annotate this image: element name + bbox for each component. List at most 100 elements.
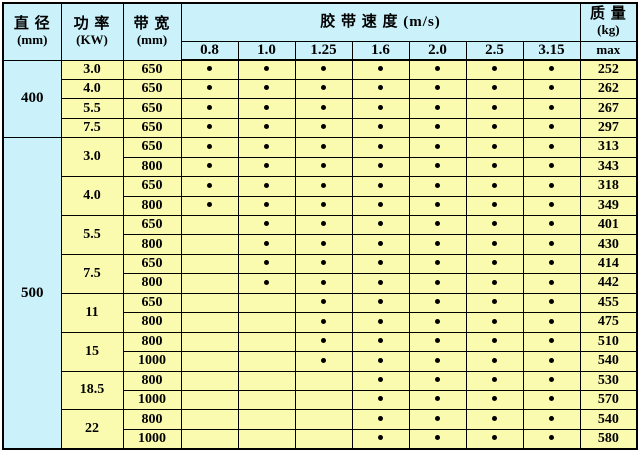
dot-marker bbox=[435, 104, 440, 110]
dot-marker bbox=[378, 357, 383, 363]
dot-marker bbox=[435, 240, 440, 246]
dot-marker bbox=[378, 396, 383, 402]
belt-width-cell: 650 bbox=[122, 253, 182, 275]
speed-dot-cell bbox=[408, 370, 467, 391]
dot-marker bbox=[321, 182, 326, 188]
dot-marker bbox=[321, 240, 326, 246]
header-belt-width: 带 宽 (mm) bbox=[122, 2, 182, 61]
belt-width-cell: 800 bbox=[122, 331, 182, 353]
table-row: 800 442 bbox=[3, 273, 638, 294]
speed-dot-cell bbox=[237, 156, 296, 178]
dot-marker bbox=[321, 104, 326, 110]
mass-cell: 442 bbox=[579, 273, 638, 294]
dot-marker bbox=[549, 221, 555, 227]
speed-dot-cell bbox=[180, 351, 239, 372]
speed-dot-cell bbox=[465, 156, 524, 178]
belt-width-cell: 650 bbox=[122, 59, 182, 80]
mass-cell: 267 bbox=[579, 98, 638, 119]
mass-cell: 475 bbox=[579, 312, 638, 333]
speed-dot-cell bbox=[465, 176, 524, 197]
mass-cell: 540 bbox=[579, 351, 638, 372]
speed-dot-cell bbox=[522, 331, 581, 353]
speed-dot-cell bbox=[294, 273, 353, 294]
belt-width-cell: 650 bbox=[122, 176, 182, 197]
dot-marker bbox=[435, 415, 440, 421]
speed-dot-cell bbox=[294, 137, 353, 158]
dot-marker bbox=[549, 163, 555, 169]
speed-dot-cell bbox=[180, 428, 239, 450]
mass-cell: 252 bbox=[579, 59, 638, 80]
speed-dot-cell bbox=[294, 331, 353, 353]
header-diameter-label: 直 径 bbox=[13, 15, 51, 32]
power-cell: 7.5 bbox=[60, 253, 124, 294]
speed-dot-cell bbox=[408, 389, 467, 411]
dot-marker bbox=[492, 104, 497, 110]
diameter-cell: 500 bbox=[2, 137, 62, 450]
dot-marker bbox=[264, 104, 269, 110]
power-cell: 22 bbox=[60, 409, 124, 450]
speed-dot-cell bbox=[522, 273, 581, 294]
speed-dot-cell bbox=[180, 253, 239, 275]
speed-dot-cell bbox=[408, 312, 467, 333]
speed-dot-cell bbox=[408, 253, 467, 275]
dot-marker bbox=[492, 85, 497, 91]
dot-marker bbox=[378, 66, 383, 72]
speed-dot-cell bbox=[237, 389, 296, 411]
header-speed-title: 胶 带 速 度 (m/s) bbox=[180, 2, 581, 42]
dot-marker bbox=[492, 299, 497, 305]
table-row: 11 650 455 bbox=[3, 292, 638, 333]
speed-dot-cell bbox=[408, 156, 467, 178]
speed-dot-cell bbox=[465, 428, 524, 450]
speed-dot-cell bbox=[237, 214, 296, 236]
dot-marker bbox=[549, 279, 555, 285]
dot-marker bbox=[378, 240, 383, 246]
belt-width-cell: 650 bbox=[122, 214, 182, 236]
header-speed-1-25: 1.25 bbox=[294, 40, 353, 61]
speed-dot-cell bbox=[180, 59, 239, 80]
power-cell: 4.0 bbox=[60, 78, 124, 100]
speed-dot-cell bbox=[237, 234, 296, 255]
table-row: 800 475 bbox=[3, 312, 638, 333]
dot-marker bbox=[549, 376, 555, 382]
speed-dot-cell bbox=[294, 351, 353, 372]
speed-dot-cell bbox=[408, 176, 467, 197]
speed-dot-cell bbox=[294, 234, 353, 255]
speed-dot-cell bbox=[351, 195, 410, 217]
mass-cell: 570 bbox=[579, 389, 638, 411]
speed-dot-cell bbox=[180, 331, 239, 353]
table-row: 1000 580 bbox=[3, 428, 638, 450]
belt-width-cell: 800 bbox=[122, 234, 182, 255]
mass-cell: 349 bbox=[579, 195, 638, 217]
speed-dot-cell bbox=[522, 409, 581, 430]
speed-dot-cell bbox=[237, 78, 296, 100]
dot-marker bbox=[435, 299, 440, 305]
header-speed-0-8: 0.8 bbox=[180, 40, 239, 61]
dot-marker bbox=[321, 318, 326, 324]
belt-width-cell: 650 bbox=[122, 117, 182, 139]
speed-dot-cell bbox=[465, 98, 524, 119]
speed-dot-cell bbox=[237, 292, 296, 314]
dot-marker bbox=[492, 163, 497, 169]
speed-dot-cell bbox=[522, 253, 581, 275]
speed-dot-cell bbox=[522, 351, 581, 372]
dot-marker bbox=[378, 221, 383, 227]
header-speed-3-15: 3.15 bbox=[522, 40, 581, 61]
speed-dot-cell bbox=[522, 389, 581, 411]
speed-dot-cell bbox=[237, 98, 296, 119]
dot-marker bbox=[492, 221, 497, 227]
speed-dot-cell bbox=[237, 312, 296, 333]
speed-dot-cell bbox=[408, 137, 467, 158]
dot-marker bbox=[435, 182, 440, 188]
speed-dot-cell bbox=[237, 331, 296, 353]
dot-marker bbox=[492, 143, 497, 149]
dot-marker bbox=[321, 338, 326, 344]
dot-marker bbox=[435, 221, 440, 227]
mass-cell: 297 bbox=[579, 117, 638, 139]
table-row: 800 349 bbox=[3, 195, 638, 217]
speed-dot-cell bbox=[408, 195, 467, 217]
speed-dot-cell bbox=[351, 312, 410, 333]
mass-cell: 530 bbox=[579, 370, 638, 391]
speed-dot-cell bbox=[522, 137, 581, 158]
header-mass: 质 量 (kg) bbox=[579, 2, 638, 42]
speed-dot-cell bbox=[237, 370, 296, 391]
